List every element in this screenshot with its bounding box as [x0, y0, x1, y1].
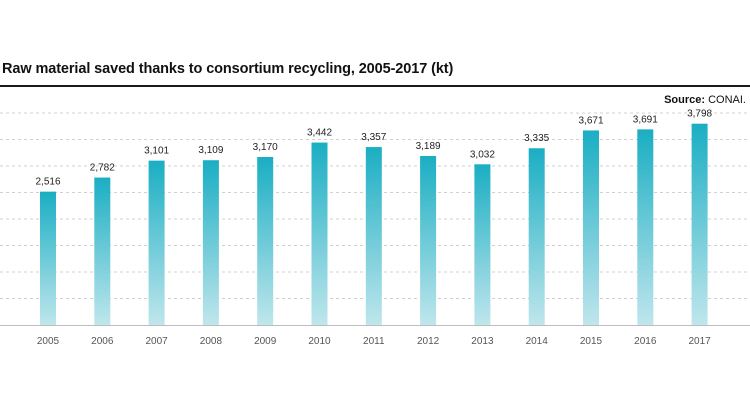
value-label-2010: 3,442 — [307, 128, 332, 139]
bar-2012 — [420, 155, 437, 325]
bar-2006 — [94, 177, 111, 325]
bar-2011 — [365, 147, 382, 325]
x-tick-2017: 2017 — [688, 336, 711, 347]
bar-2016 — [637, 129, 654, 325]
bar-2008 — [202, 160, 219, 325]
x-tick-2011: 2011 — [363, 336, 385, 347]
bar-2009 — [257, 156, 274, 325]
x-tick-2010: 2010 — [308, 336, 331, 347]
title-divider — [0, 85, 750, 87]
value-label-2016: 3,691 — [633, 114, 658, 125]
bar-2005 — [40, 191, 56, 325]
value-labels: 2,516 2,782 3,101 3,109 3,170 3,442 3,357 3,189… — [35, 109, 712, 188]
value-label-2017: 3,798 — [687, 109, 712, 120]
source-note: Source: CONAI. — [664, 94, 746, 106]
value-label-2015: 3,671 — [578, 115, 603, 126]
source-label: Source: — [664, 94, 706, 106]
x-tick-2007: 2007 — [145, 336, 168, 347]
source-value: CONAI. — [708, 94, 746, 106]
x-tick-2005: 2005 — [37, 336, 60, 347]
x-tick-2009: 2009 — [254, 336, 277, 347]
x-tick-2012: 2012 — [417, 336, 440, 347]
bar-2010 — [311, 142, 328, 325]
x-tick-2013: 2013 — [471, 336, 494, 347]
bar-2007 — [148, 160, 165, 325]
x-tick-2006: 2006 — [91, 336, 114, 347]
bar-2014 — [528, 148, 545, 325]
value-label-2006: 2,782 — [90, 163, 115, 174]
value-label-2008: 3,109 — [198, 145, 223, 156]
bar-2017 — [691, 123, 708, 326]
x-tick-labels: 2005 2006 2007 2008 2009 2010 2011 2012 2013 2014… — [37, 336, 711, 347]
bars — [40, 123, 708, 326]
bar-2013 — [474, 164, 491, 325]
chart-title: Raw material saved thanks to consortium … — [2, 61, 454, 77]
value-label-2007: 3,101 — [144, 146, 169, 157]
x-tick-2008: 2008 — [200, 336, 223, 347]
x-tick-2014: 2014 — [526, 336, 549, 347]
value-label-2014: 3,335 — [524, 133, 549, 144]
value-label-2005: 2,516 — [35, 177, 60, 188]
x-tick-2016: 2016 — [634, 336, 657, 347]
value-label-2013: 3,032 — [470, 149, 495, 160]
x-tick-2015: 2015 — [580, 336, 603, 347]
bar-2015 — [583, 130, 599, 325]
value-label-2012: 3,189 — [416, 141, 441, 152]
value-label-2009: 3,170 — [253, 142, 278, 153]
value-label-2011: 3,357 — [361, 132, 386, 143]
